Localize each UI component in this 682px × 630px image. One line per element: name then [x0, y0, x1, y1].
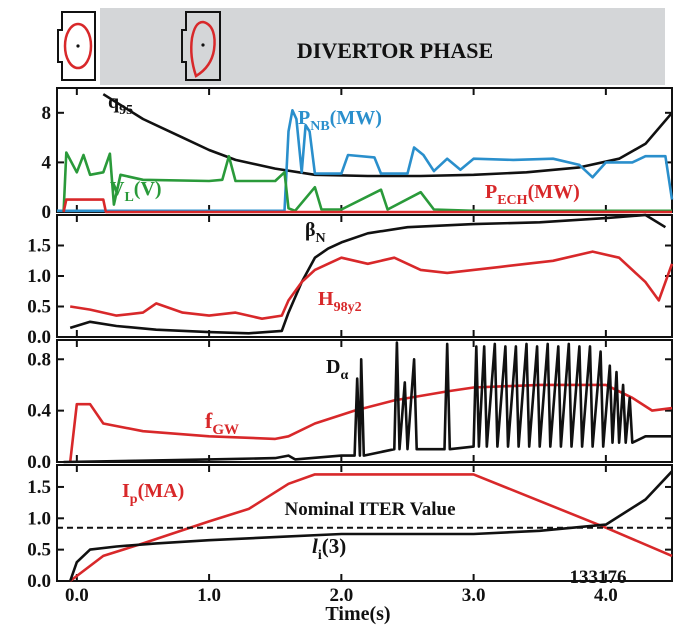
diverted-shape-icon: [181, 11, 221, 81]
nominal-iter-label: Nominal ITER Value: [284, 499, 455, 520]
x-axis-label: Time(s): [325, 603, 390, 625]
label-q95: q95: [108, 91, 133, 118]
series-pech: [62, 198, 672, 214]
y-tick-label: 4: [42, 152, 52, 173]
label-pech: PECH(MW): [485, 181, 580, 208]
y-tick-label: 8: [42, 103, 52, 124]
y-tick-label: 1.0: [27, 508, 51, 529]
series-pnb: [57, 109, 674, 213]
label-dalpha: Dα: [326, 356, 348, 383]
y-tick-label: 0.8: [27, 349, 51, 370]
label-pnb: PNB(MW): [298, 107, 382, 134]
x-tick-label: 3.0: [462, 585, 486, 606]
panel-frame-4: [56, 464, 673, 582]
x-tick-label: 0.0: [65, 585, 89, 606]
divertor-phase-label: DIVERTOR PHASE: [297, 38, 493, 63]
panel-frames: [56, 87, 673, 582]
series-li: [68, 470, 673, 582]
x-tick-label: 4.0: [594, 585, 618, 606]
label-betan: βN: [305, 219, 326, 246]
y-tick-label: 1.5: [27, 477, 51, 498]
x-tick-label: 2.0: [329, 585, 353, 606]
y-tick-label: 0.5: [27, 297, 51, 318]
series-q95: [102, 93, 673, 178]
label-li: li(3): [312, 534, 346, 563]
x-tick-labels: 0.0 1.0 2.0 3.0 4.0: [65, 585, 618, 606]
label-ip: Ip(MA): [122, 480, 184, 507]
y-tick-label: 1.0: [27, 266, 51, 287]
label-fgw: fGW: [205, 408, 239, 438]
label-vl: VL(V): [110, 178, 162, 205]
y-tick-label: 1.5: [27, 236, 51, 257]
y-tick-label: 0.4: [27, 401, 51, 422]
panel-frame-3: [56, 339, 673, 463]
shot-number: 133176: [570, 567, 627, 588]
x-tick-label: 1.0: [197, 585, 221, 606]
label-h98: H98y2: [318, 288, 362, 315]
y-tick-label: 0: [42, 202, 52, 223]
series-betaN: [69, 213, 667, 335]
limited-shape-icon: [57, 11, 96, 81]
y-tick-label: 0.0: [27, 327, 51, 348]
series-curves: [57, 93, 674, 583]
y-tick-label: 0.5: [27, 540, 51, 561]
y-tick-label: 0.0: [27, 452, 51, 473]
series-ip: [69, 473, 673, 583]
series-vl: [62, 151, 672, 213]
y-tick-label: 0.0: [27, 571, 51, 592]
series-h98: [69, 250, 674, 320]
series-dalpha: [63, 341, 672, 464]
